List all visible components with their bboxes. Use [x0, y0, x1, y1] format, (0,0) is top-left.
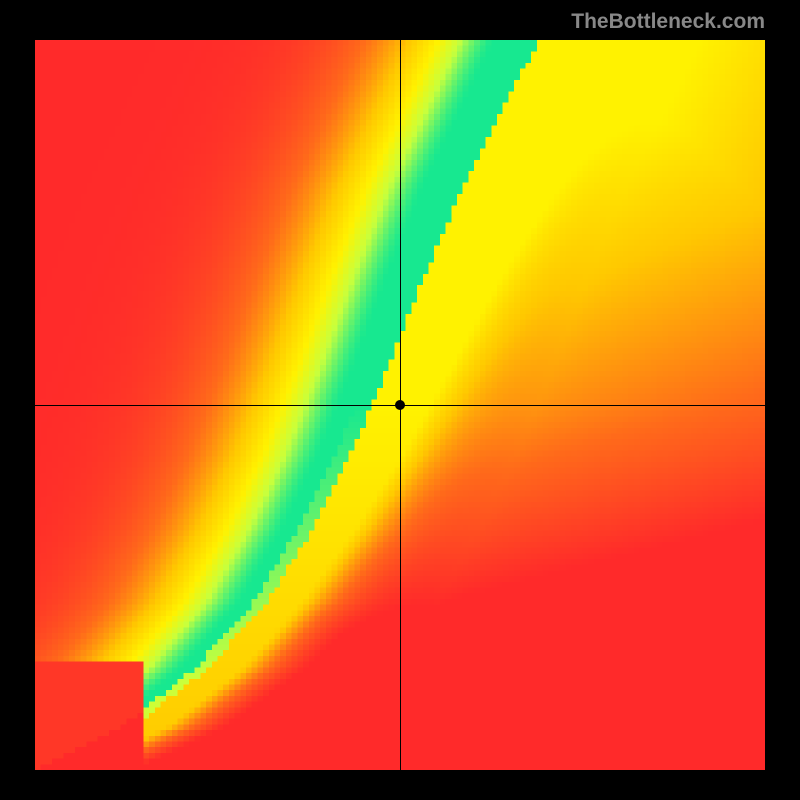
plot-area: [35, 40, 765, 770]
crosshair-marker: [395, 400, 405, 410]
attribution-text: TheBottleneck.com: [571, 10, 765, 34]
chart-container: TheBottleneck.com: [0, 0, 800, 800]
